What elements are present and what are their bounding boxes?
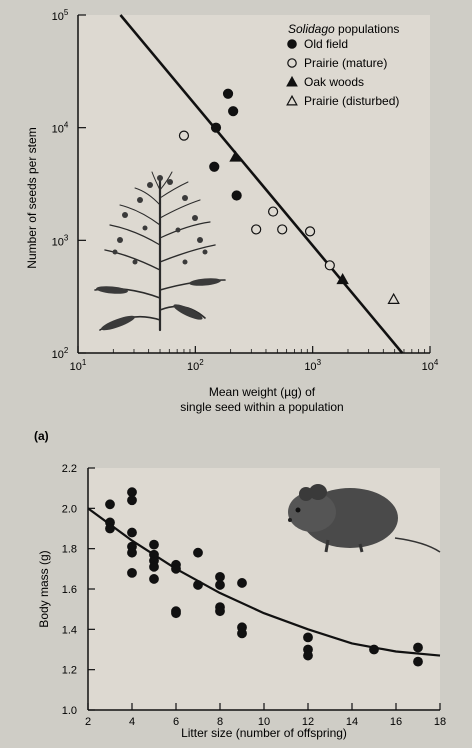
panel-label: (a) (34, 429, 49, 443)
seed-y-tick-label: 102 (52, 346, 69, 361)
legend-label: Old field (304, 37, 348, 51)
legend-label: Oak woods (304, 75, 364, 89)
litter-x-tick-label: 4 (129, 716, 135, 728)
litter-x-tick-label: 6 (173, 716, 179, 728)
seed-regression-line (119, 14, 404, 354)
mass-point (149, 539, 159, 550)
mouse-icon (288, 484, 441, 553)
seed-point-old-field (228, 106, 239, 117)
seed-y-tick-label: 103 (52, 233, 69, 248)
seed-point-old-field (210, 122, 222, 133)
legend-marker (287, 58, 297, 68)
litter-x-tick-label: 10 (258, 716, 270, 728)
mass-point (127, 547, 137, 558)
seed-point-prairie-mature (267, 206, 279, 217)
mass-point (171, 563, 181, 574)
mass-point (303, 632, 313, 643)
seed-point-oak-woods (229, 150, 242, 162)
mass-point (303, 650, 313, 661)
mass-fit-curve (87, 507, 441, 657)
litter-x-axis-label: Litter size (number of offspring) (181, 726, 347, 740)
mass-point (369, 644, 379, 655)
seed-point-old-field (209, 161, 220, 172)
seed-x-tick-label: 102 (187, 358, 204, 373)
mass-y-tick-label: 2.0 (62, 503, 77, 515)
legend-label: Prairie (disturbed) (304, 94, 399, 108)
seed-point-prairie-disturbed (387, 292, 400, 304)
litter-x-tick-label: 16 (390, 716, 402, 728)
mass-point (127, 527, 137, 538)
litter-x-tick-label: 18 (434, 716, 446, 728)
mass-point (193, 547, 203, 558)
mass-point (193, 580, 203, 590)
seed-point-old-field (222, 88, 234, 99)
legend-marker (287, 39, 297, 49)
legend-marker (286, 94, 298, 106)
seed-point-prairie-mature (324, 260, 335, 271)
mass-y-tick-label: 1.8 (62, 544, 77, 556)
seed-legend: Solidago populations Old field Prairie (m… (286, 22, 399, 108)
seed-point-prairie-mature (304, 226, 316, 237)
seed-point-prairie-mature (251, 224, 262, 235)
mass-point (215, 580, 225, 590)
seed-x-tick-label: 101 (70, 358, 87, 373)
mass-y-tick-label: 1.2 (62, 665, 77, 677)
mass-point (237, 578, 247, 588)
mass-point (171, 608, 181, 619)
litter-x-tick-label: 14 (346, 716, 358, 728)
seed-y-tick-label: 104 (52, 121, 69, 136)
mass-point (105, 523, 115, 534)
seed-x-tick-label: 104 (422, 358, 439, 373)
mass-point (105, 499, 115, 510)
mass-point (127, 567, 137, 578)
mass-point (237, 628, 247, 639)
seed-x-axis-label-line1: Mean weight (µg) of (209, 385, 316, 399)
seed-point-old-field (231, 190, 242, 201)
mass-y-tick-label: 1.0 (62, 705, 77, 717)
mass-point (413, 642, 423, 653)
mass-y-tick-label: 1.6 (62, 584, 77, 596)
seed-x-tick-label: 103 (304, 358, 321, 373)
legend-title: Solidago populations (288, 22, 399, 36)
mass-point (215, 606, 225, 617)
legend-marker (286, 75, 298, 87)
mass-point (215, 572, 225, 582)
mass-y-tick-label: 1.4 (62, 624, 77, 636)
mass-y-axis-label: Body mass (g) (37, 550, 51, 627)
seed-y-axis-label: Number of seeds per stem (25, 127, 39, 268)
mass-point (149, 561, 159, 572)
mass-point (149, 574, 159, 584)
goldenrod-plant-icon (94, 171, 226, 332)
mass-y-tick-label: 2.2 (62, 463, 77, 475)
litter-x-tick-label: 12 (302, 716, 314, 728)
litter-x-tick-label: 8 (217, 716, 223, 728)
legend-label: Prairie (mature) (304, 56, 387, 70)
seed-x-axis-label-line2: single seed within a population (180, 400, 343, 414)
seed-point-oak-woods (336, 272, 349, 285)
seed-plot-area (78, 15, 430, 353)
mass-point (127, 495, 137, 506)
litter-x-tick-label: 2 (85, 716, 91, 728)
mass-point (413, 656, 423, 667)
seed-y-tick-label: 105 (52, 8, 69, 23)
seed-point-prairie-mature (277, 224, 288, 235)
mass-point (127, 487, 137, 498)
seed-point-prairie-mature (178, 130, 190, 141)
